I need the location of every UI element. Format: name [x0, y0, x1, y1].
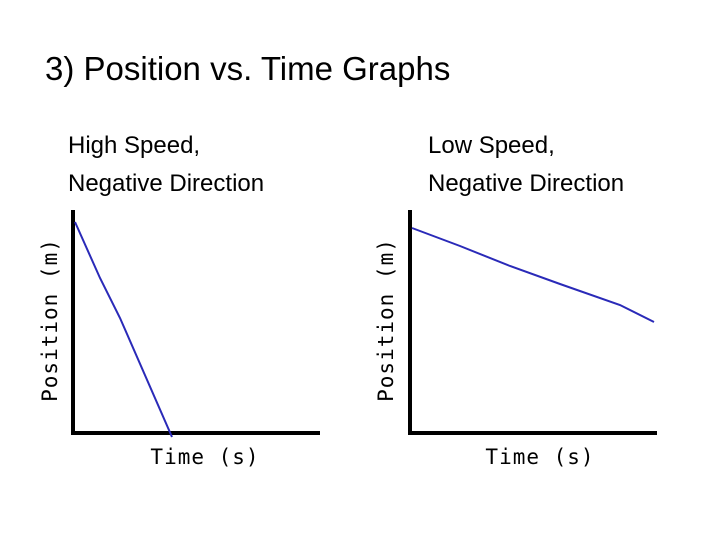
graph-right: Low Speed, Negative Direction Position (… — [374, 132, 657, 469]
x-axis-label: Time (s) — [150, 445, 259, 469]
caption: Negative Direction — [428, 170, 624, 197]
caption: High Speed, — [68, 132, 200, 159]
caption: Low Speed, — [428, 132, 555, 159]
graph-left: High Speed, Negative Direction Position … — [38, 132, 320, 469]
trend-line — [411, 227, 655, 323]
x-axis-label: Time (s) — [485, 445, 594, 469]
y-axis-label: Position (m) — [38, 238, 62, 402]
caption: Negative Direction — [68, 170, 264, 197]
trend-line — [74, 221, 173, 438]
slide-title: 3) Position vs. Time Graphs — [45, 50, 450, 87]
y-axis-label: Position (m) — [374, 238, 398, 402]
